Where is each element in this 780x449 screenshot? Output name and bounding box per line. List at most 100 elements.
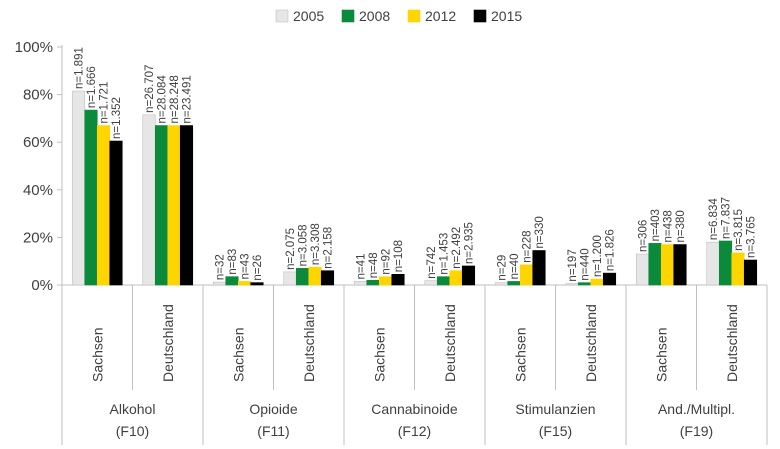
legend-swatch bbox=[407, 9, 421, 23]
bar bbox=[602, 272, 617, 286]
data-label: n=28.248 bbox=[169, 75, 181, 123]
category-label: Sachsen bbox=[653, 328, 669, 382]
bar bbox=[109, 140, 123, 286]
data-label: n=6.834 bbox=[708, 198, 720, 240]
bar bbox=[519, 264, 534, 286]
bar bbox=[353, 281, 368, 286]
y-tick-label: 80% bbox=[23, 87, 53, 104]
bar bbox=[212, 281, 227, 286]
bar bbox=[283, 271, 297, 286]
bar bbox=[154, 125, 169, 286]
data-label: n=1.352 bbox=[111, 97, 123, 139]
bar bbox=[295, 268, 310, 286]
bar bbox=[142, 114, 156, 286]
group-label: And./Multipl. bbox=[658, 401, 735, 417]
category-label: Deutschland bbox=[583, 304, 599, 382]
bar bbox=[507, 281, 521, 286]
bar bbox=[391, 273, 405, 286]
data-label: n=440 bbox=[580, 248, 592, 280]
data-label: n=108 bbox=[393, 240, 405, 272]
legend-label: 2012 bbox=[425, 8, 456, 24]
bar bbox=[706, 241, 720, 286]
bar bbox=[366, 279, 380, 286]
bar bbox=[532, 250, 546, 286]
data-label: n=83 bbox=[227, 249, 239, 275]
bar bbox=[718, 240, 733, 286]
data-label: n=197 bbox=[567, 249, 579, 281]
data-label: n=92 bbox=[381, 249, 393, 275]
legend-label: 2008 bbox=[359, 8, 390, 24]
category-label: Sachsen bbox=[230, 328, 246, 382]
data-label: n=1.891 bbox=[74, 47, 86, 89]
data-label: n=41 bbox=[356, 254, 368, 280]
bar bbox=[167, 125, 181, 286]
data-label: n=29 bbox=[497, 255, 509, 281]
bar bbox=[577, 282, 592, 286]
y-tick-label: 20% bbox=[23, 229, 53, 246]
category-label: Sachsen bbox=[512, 328, 528, 382]
data-label: n=7.837 bbox=[721, 197, 733, 239]
data-label: n=330 bbox=[534, 216, 546, 248]
bar bbox=[225, 276, 239, 286]
group-label-code: (F12) bbox=[398, 423, 431, 439]
y-tick-label: 0% bbox=[31, 277, 53, 294]
bar bbox=[71, 90, 86, 286]
category-label: Deutschland bbox=[160, 304, 176, 382]
data-label: n=2.935 bbox=[464, 222, 476, 264]
bar bbox=[635, 253, 650, 286]
data-label: n=3.308 bbox=[310, 223, 322, 265]
group-label: Cannabinoide bbox=[371, 401, 458, 417]
bar bbox=[179, 125, 194, 286]
bar bbox=[84, 109, 98, 286]
data-label: n=40 bbox=[509, 254, 521, 280]
bar bbox=[378, 276, 393, 286]
bar bbox=[461, 265, 476, 286]
data-label: n=1.453 bbox=[439, 233, 451, 275]
y-tick-label: 60% bbox=[23, 134, 53, 151]
legend-label: 2015 bbox=[491, 8, 522, 24]
bar bbox=[565, 283, 579, 286]
group-label-code: (F15) bbox=[539, 423, 572, 439]
legend-swatch bbox=[473, 9, 487, 23]
bar bbox=[320, 270, 335, 286]
bar bbox=[308, 266, 322, 286]
group-label-code: (F19) bbox=[680, 423, 713, 439]
legend-swatch bbox=[275, 9, 289, 23]
data-label: n=26 bbox=[252, 255, 264, 281]
bar bbox=[237, 281, 252, 286]
bar bbox=[590, 278, 604, 286]
bar bbox=[731, 252, 745, 286]
bar bbox=[648, 243, 662, 286]
data-label: n=43 bbox=[240, 254, 252, 280]
bar bbox=[96, 125, 111, 286]
bar bbox=[743, 259, 758, 286]
bar bbox=[250, 282, 264, 286]
group-label: Stimulanzien bbox=[515, 401, 595, 417]
data-label: n=1.721 bbox=[99, 82, 111, 124]
legend-swatch bbox=[341, 9, 355, 23]
group-label: Alkohol bbox=[110, 401, 156, 417]
data-label: n=380 bbox=[675, 210, 687, 242]
data-label: n=403 bbox=[650, 209, 662, 241]
bar bbox=[673, 244, 687, 286]
category-label: Sachsen bbox=[89, 328, 105, 382]
data-label: n=2.492 bbox=[451, 227, 463, 269]
bar bbox=[449, 270, 463, 286]
bar bbox=[436, 276, 451, 286]
bar bbox=[660, 244, 675, 286]
data-label: n=1.200 bbox=[592, 235, 604, 277]
data-label: n=2.158 bbox=[323, 227, 335, 269]
legend-label: 2005 bbox=[293, 8, 324, 24]
data-label: n=1.666 bbox=[86, 66, 98, 108]
category-label: Deutschland bbox=[724, 304, 740, 382]
category-label: Sachsen bbox=[371, 328, 387, 382]
data-label: n=3.815 bbox=[733, 209, 745, 251]
group-label-code: (F10) bbox=[116, 423, 149, 439]
data-label: n=32 bbox=[215, 254, 227, 280]
data-label: n=2.075 bbox=[285, 228, 297, 270]
bar bbox=[424, 280, 438, 286]
data-label: n=26.707 bbox=[144, 65, 156, 113]
data-label: n=28.084 bbox=[157, 75, 169, 124]
data-label: n=3.058 bbox=[298, 224, 310, 266]
data-label: n=228 bbox=[522, 230, 534, 262]
